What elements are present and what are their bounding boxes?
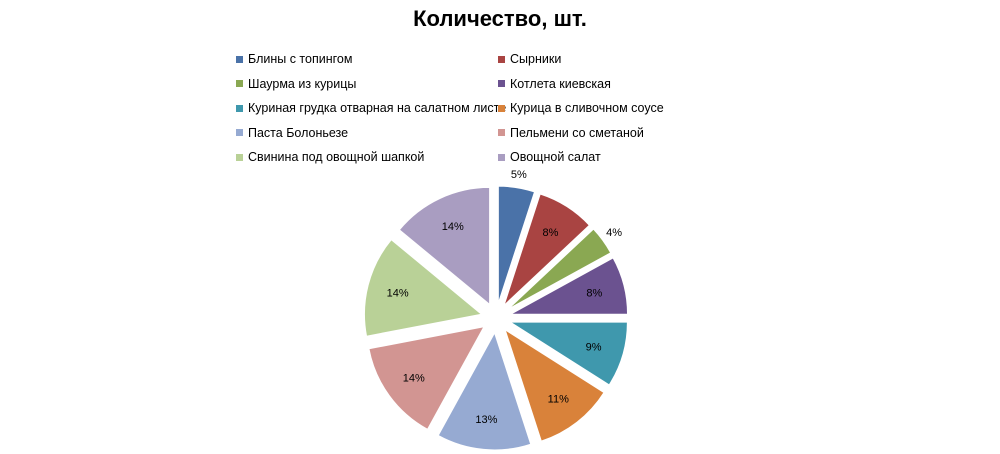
pie-slice [437, 331, 532, 451]
legend-swatch [498, 129, 505, 137]
legend-swatch [236, 153, 243, 161]
slice-percent-label: 11% [548, 393, 569, 405]
slice-percent-label: 4% [606, 227, 622, 239]
slice-percent-label: 14% [442, 221, 464, 233]
chart-legend: Блины с топингом Сырники Шаурма из курицы К… [236, 47, 756, 170]
legend-label: Котлета киевская [510, 76, 611, 91]
legend-label: Свинина под овощной шапкой [248, 150, 425, 165]
chart-title: Количество, шт. [413, 6, 587, 31]
legend-label: Блины с топингом [248, 52, 353, 67]
pie-slice [497, 185, 536, 304]
pie-slice [503, 193, 591, 306]
legend-item: Сырники [498, 47, 756, 72]
legend-item: Котлета киевская [498, 72, 756, 97]
legend-swatch [498, 80, 505, 88]
legend-label: Куриная грудка отварная на салатном лист… [248, 101, 507, 116]
slice-percent-label: 9% [586, 341, 602, 353]
pie-slice [508, 321, 628, 386]
legend-label: Пельмени со сметаной [510, 125, 644, 140]
legend-swatch [236, 129, 243, 137]
pie-slice [364, 238, 483, 337]
legend-item: Шаурма из курицы [236, 72, 498, 97]
legend-label: Паста Болоньезе [248, 125, 349, 140]
slice-percent-label: 14% [387, 288, 409, 300]
legend-item: Курица в сливочном соусе [498, 96, 756, 121]
legend-swatch [236, 104, 243, 112]
legend-label: Овощной салат [510, 150, 601, 165]
legend-item: Пельмени со сметаной [498, 121, 756, 146]
slice-percent-label: 14% [403, 373, 425, 385]
pie-slice [368, 326, 485, 431]
legend-swatch [498, 153, 505, 161]
legend-swatch [236, 55, 243, 63]
legend-label: Курица в сливочном соусе [510, 101, 664, 116]
legend-item: Паста Болоньезе [236, 121, 498, 146]
slice-percent-label: 8% [542, 227, 558, 239]
pie-slice [504, 328, 605, 442]
legend-item: Овощной салат [498, 145, 756, 170]
legend-swatch [498, 55, 505, 63]
legend-label: Сырники [510, 52, 562, 67]
legend-item: Куриная грудка отварная на салатном лист… [236, 96, 506, 121]
pie-slice [507, 228, 612, 310]
legend-item: Блины с топингом [236, 47, 498, 72]
legend-label: Шаурма из курицы [248, 76, 357, 91]
legend-item: Свинина под овощной шапкой [236, 145, 498, 170]
legend-swatch [498, 104, 505, 112]
slice-percent-label: 8% [586, 288, 602, 300]
pie-slice [398, 186, 491, 306]
slice-percent-label: 13% [475, 414, 497, 426]
legend-swatch [236, 80, 243, 88]
pie-slice [510, 257, 629, 315]
slice-percent-label: 5% [511, 169, 527, 181]
